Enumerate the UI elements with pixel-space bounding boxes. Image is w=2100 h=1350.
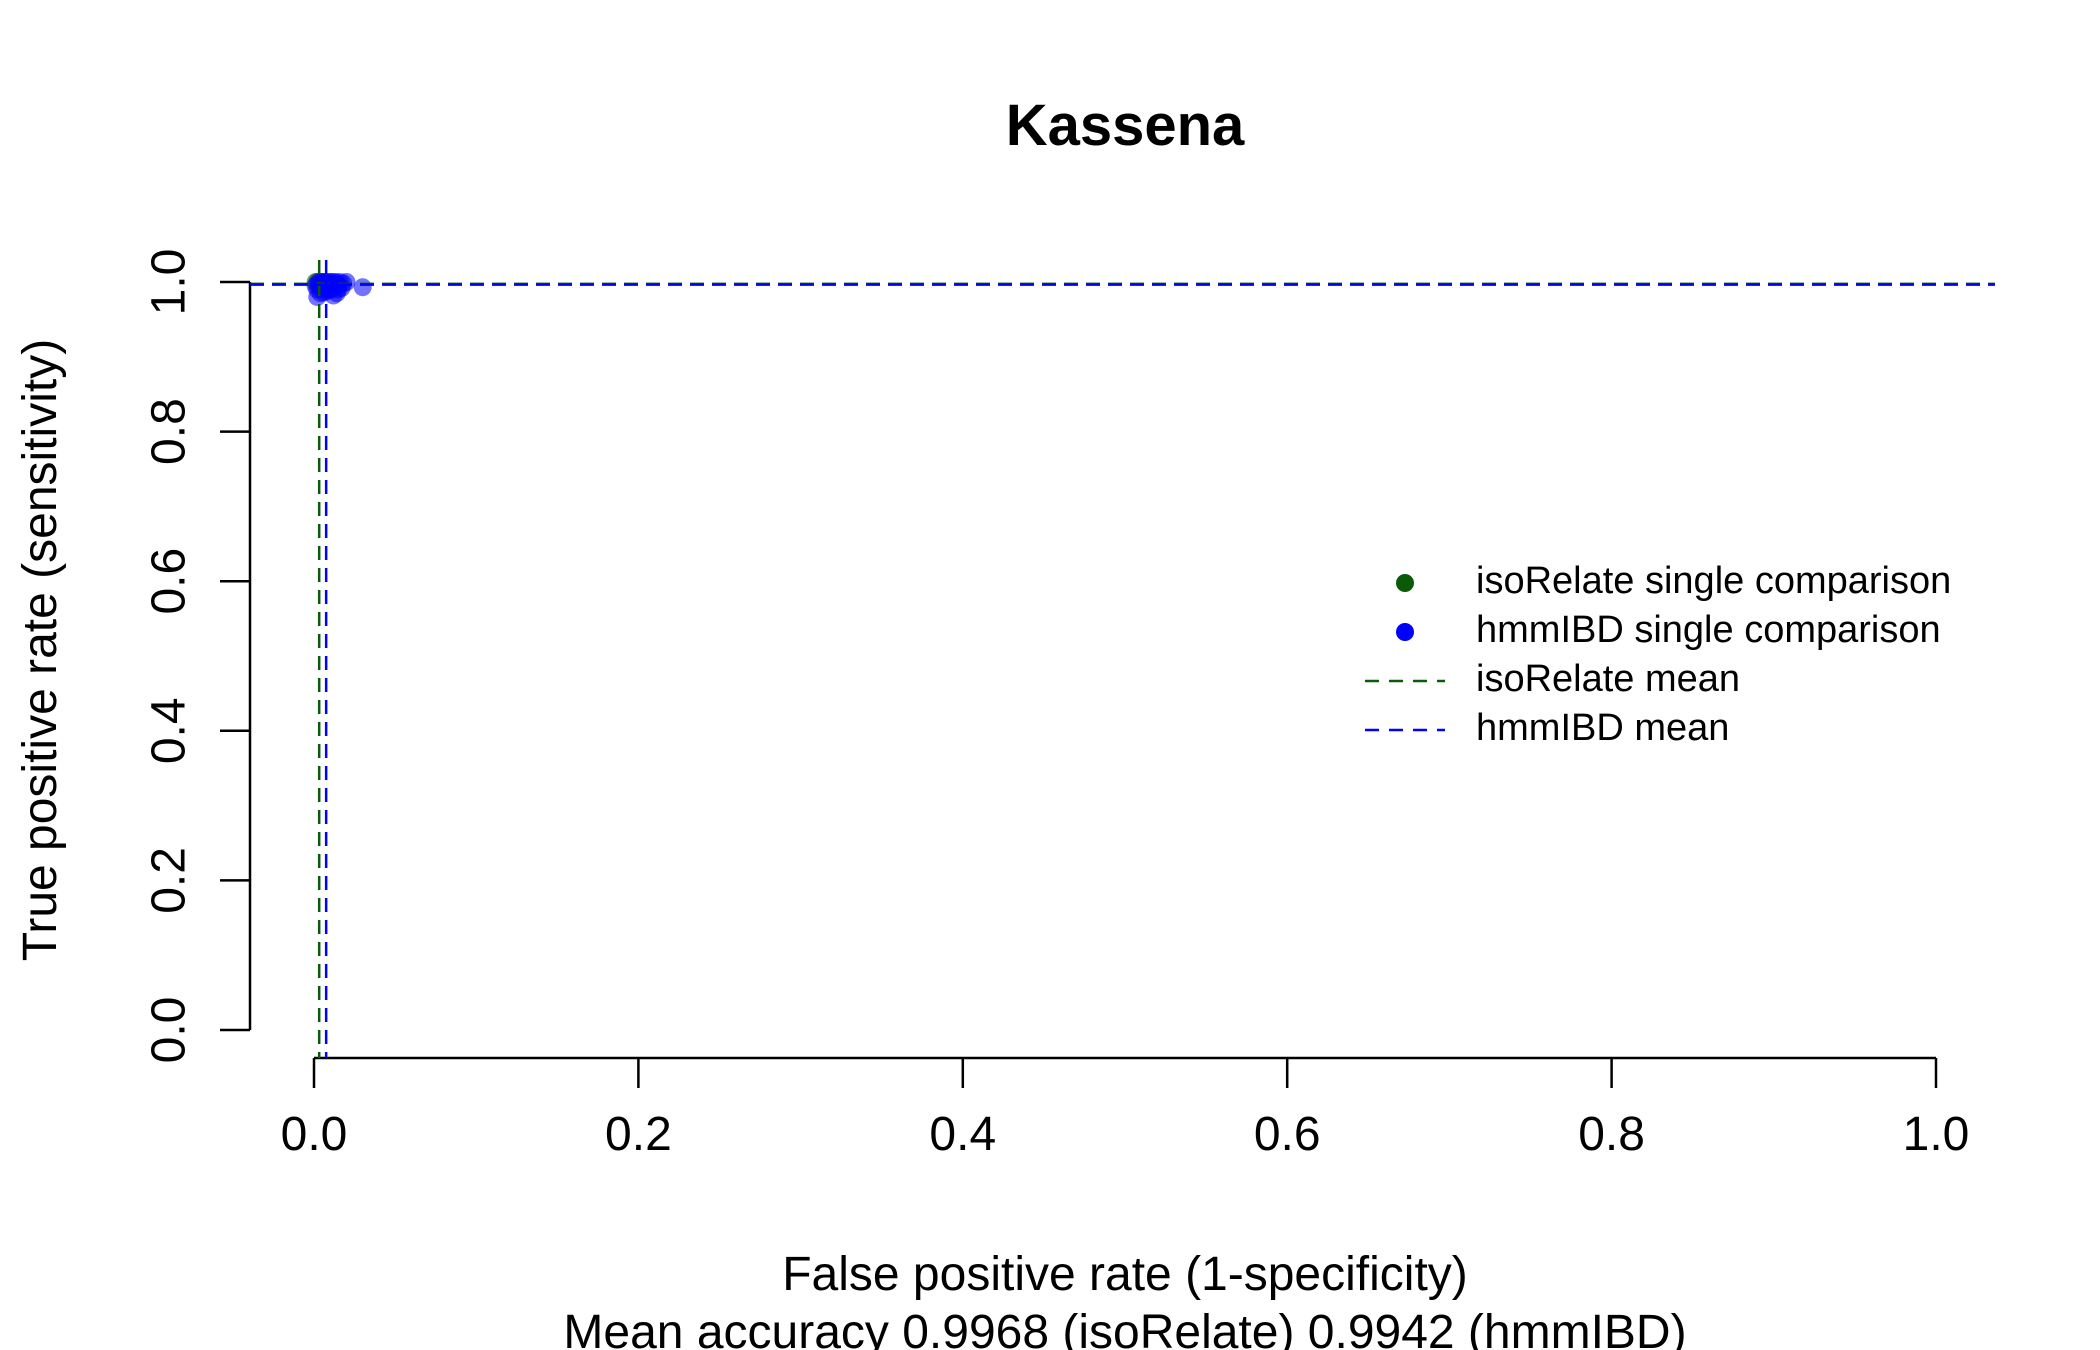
y-tick-label: 0.0 xyxy=(143,997,196,1064)
axes xyxy=(248,282,1936,1060)
x-tick-label: 1.0 xyxy=(1903,1108,1970,1161)
x-tick-label: 0.0 xyxy=(281,1108,348,1161)
y-tick-label: 1.0 xyxy=(143,249,196,316)
y-tick-label: 0.8 xyxy=(143,398,196,465)
x-tick-label: 0.6 xyxy=(1254,1108,1321,1161)
data-point xyxy=(353,278,372,297)
legend-marker xyxy=(1396,574,1414,592)
legend-marker xyxy=(1396,623,1414,641)
legend-label: hmmIBD single comparison xyxy=(1476,609,1941,651)
y-tick-label: 0.6 xyxy=(143,548,196,615)
y-tick-label: 0.4 xyxy=(143,697,196,764)
y-tick-label: 0.2 xyxy=(143,847,196,914)
y-axis-ticks: 0.0 0.2 0.4 0.6 0.8 1.0 xyxy=(143,249,250,1064)
chart-title: Kassena xyxy=(1006,93,1245,158)
x-tick-label: 0.8 xyxy=(1578,1108,1645,1161)
plot-area xyxy=(250,260,1995,1058)
legend-label: isoRelate mean xyxy=(1476,658,1740,700)
chart-subtitle: Mean accuracy 0.9968 (isoRelate) 0.9942 … xyxy=(563,1306,1686,1350)
y-axis-label: True positive rate (sensitivity) xyxy=(14,339,67,961)
legend-label: isoRelate single comparison xyxy=(1476,560,1951,602)
x-axis-label: False positive rate (1-specificity) xyxy=(782,1248,1468,1301)
legend-label: hmmIBD mean xyxy=(1476,707,1729,749)
legend: isoRelate single comparison hmmIBD single… xyxy=(1365,560,1951,749)
x-tick-label: 0.2 xyxy=(605,1108,672,1161)
x-tick-label: 0.4 xyxy=(929,1108,996,1161)
x-axis-ticks: 0.0 0.2 0.4 0.6 0.8 1.0 xyxy=(281,1058,1970,1161)
